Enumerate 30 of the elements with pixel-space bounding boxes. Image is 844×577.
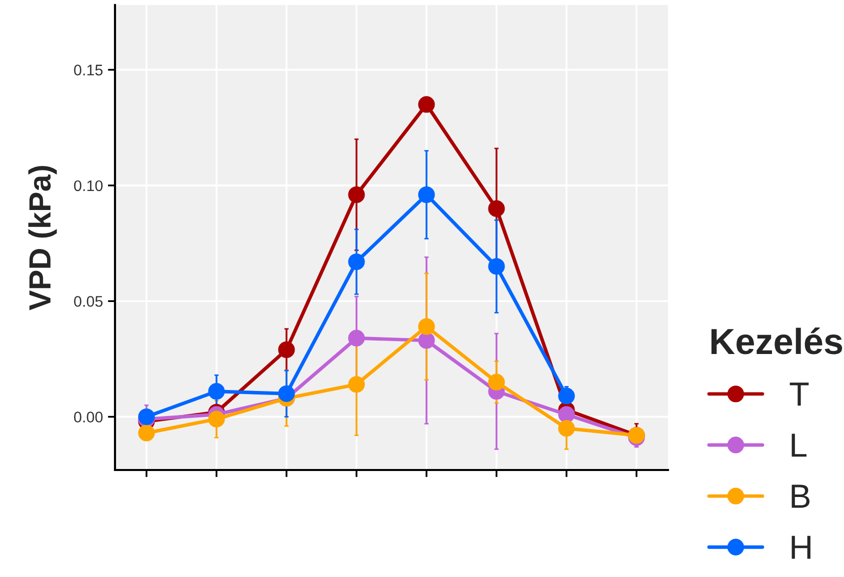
y-axis-title: VPD (kPa): [28, 166, 57, 310]
point: [208, 410, 225, 428]
point: [348, 330, 365, 346]
point: [558, 406, 575, 423]
point: [488, 200, 505, 217]
legend-label: T: [790, 382, 809, 406]
point: [488, 374, 505, 390]
point: [558, 388, 575, 404]
point: [208, 383, 225, 400]
point: [418, 186, 435, 204]
y-tick-label: 0.00: [74, 412, 103, 422]
point: [348, 253, 365, 270]
point: [418, 318, 435, 335]
legend-title: Kezelés: [711, 327, 842, 354]
point: [418, 96, 435, 113]
legend-label: B: [792, 484, 810, 508]
y-tick-label: 0.15: [74, 64, 103, 76]
point: [558, 420, 575, 437]
legend-label: H: [792, 536, 810, 559]
point: [278, 341, 295, 358]
point: [348, 186, 365, 204]
point: [418, 332, 435, 349]
point: [348, 376, 365, 393]
y-tick-label: 0.10: [74, 180, 103, 192]
point: [138, 424, 155, 442]
point: [278, 385, 295, 402]
point: [138, 408, 155, 426]
point: [488, 258, 505, 275]
legend-label: L: [792, 434, 806, 457]
y-tick-label: 0.05: [74, 296, 103, 307]
